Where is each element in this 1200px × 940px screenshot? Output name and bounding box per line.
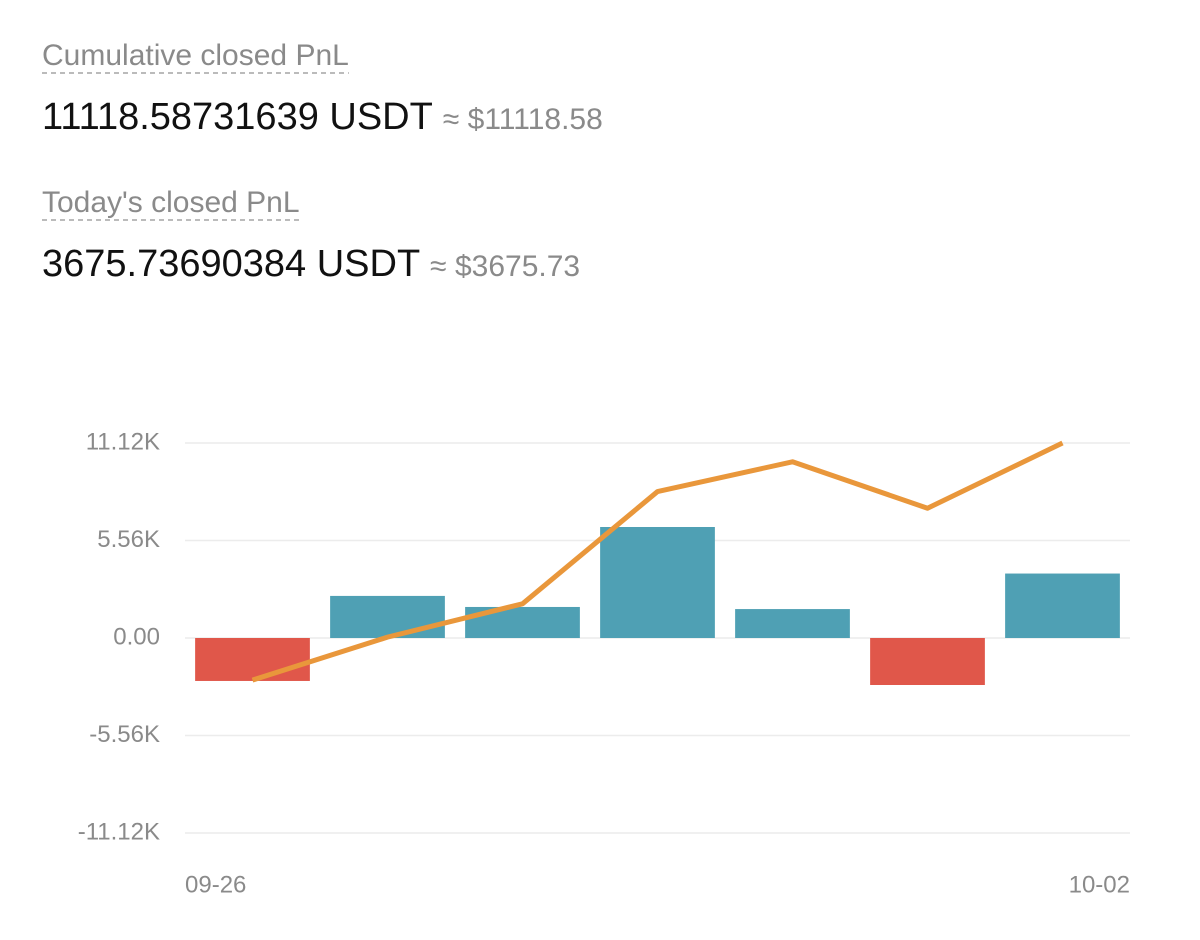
today-value: 3675.73690384 USDT bbox=[42, 243, 420, 285]
bar bbox=[735, 609, 850, 638]
today-label: Today's closed PnL bbox=[42, 186, 300, 219]
chart: -11.12K -5.56K 0.00 5.56K 11.12K 09-26 10-02 bbox=[78, 428, 1130, 898]
line bbox=[251, 440, 1064, 683]
y-tick-label: 5.56K bbox=[97, 526, 160, 553]
bar bbox=[330, 595, 445, 638]
bar bbox=[1005, 573, 1120, 638]
cumulative-value: 11118.58731639 USDT bbox=[42, 96, 433, 138]
today-approx: ≈ $3675.73 bbox=[430, 250, 580, 283]
y-tick-label: 0.00 bbox=[113, 623, 160, 650]
bar bbox=[870, 638, 985, 685]
bar bbox=[195, 638, 310, 681]
y-tick-label: 11.12K bbox=[86, 428, 160, 455]
bar bbox=[600, 526, 715, 638]
x-tick-label: 09-26 bbox=[185, 871, 246, 898]
y-tick-label: -5.56K bbox=[89, 721, 160, 748]
cumulative-approx: ≈ $11118.58 bbox=[443, 103, 603, 136]
cumulative-label: Cumulative closed PnL bbox=[42, 39, 349, 72]
y-tick-label: -11.12K bbox=[78, 818, 160, 845]
x-tick-label: 10-02 bbox=[1069, 871, 1130, 898]
